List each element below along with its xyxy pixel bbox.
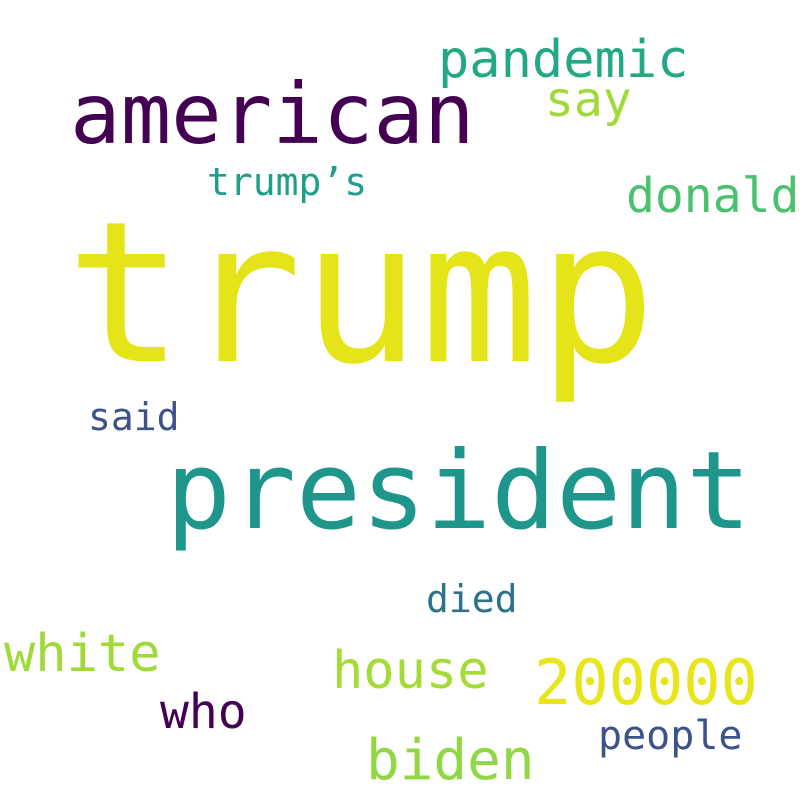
word-trumps: trump’s <box>207 160 368 204</box>
word-people: people <box>598 713 743 759</box>
word-white: white <box>4 624 161 684</box>
word-say: say <box>545 72 632 128</box>
word-who: who <box>160 684 247 740</box>
word-trump: trump <box>66 180 657 408</box>
word-died: died <box>426 577 518 621</box>
word-american: american <box>70 65 475 163</box>
word-said: said <box>88 395 180 439</box>
word-biden: biden <box>366 728 535 793</box>
word-house: house <box>332 641 489 701</box>
word-donald: donald <box>626 168 800 224</box>
word-president: president <box>166 429 752 554</box>
word-200000: 200000 <box>534 646 758 719</box>
word-pandemic: pandemic <box>438 30 689 90</box>
